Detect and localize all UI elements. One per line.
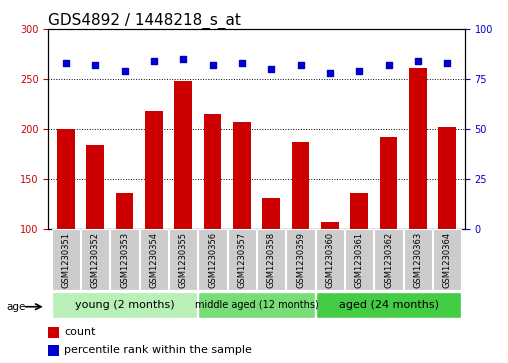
Bar [409, 68, 427, 329]
Bar [374, 229, 403, 290]
Bar [438, 127, 456, 329]
Bar [110, 229, 139, 290]
Bar [145, 111, 163, 329]
Text: percentile rank within the sample: percentile rank within the sample [64, 345, 252, 355]
Text: GSM1230361: GSM1230361 [355, 232, 364, 287]
Text: GSM1230358: GSM1230358 [267, 232, 276, 287]
Bar [228, 229, 256, 290]
Text: count: count [64, 327, 96, 337]
Bar [57, 129, 75, 329]
Bar [233, 122, 250, 329]
Text: GSM1230352: GSM1230352 [91, 232, 100, 287]
Point [297, 62, 305, 68]
Bar [81, 229, 109, 290]
Text: GSM1230353: GSM1230353 [120, 232, 129, 287]
Bar [316, 229, 344, 290]
Text: GDS4892 / 1448218_s_at: GDS4892 / 1448218_s_at [48, 13, 241, 29]
Text: GSM1230356: GSM1230356 [208, 232, 217, 287]
Bar [204, 114, 221, 329]
Bar [199, 229, 227, 290]
Bar [169, 229, 197, 290]
Bar [321, 222, 339, 329]
Bar [48, 327, 59, 338]
Bar [116, 193, 133, 329]
Text: middle aged (12 months): middle aged (12 months) [195, 300, 319, 310]
Bar [86, 145, 104, 329]
Bar [257, 229, 285, 290]
Bar [380, 137, 397, 329]
Text: GSM1230351: GSM1230351 [61, 232, 71, 287]
Point [238, 60, 246, 66]
Bar [287, 229, 314, 290]
Bar [199, 292, 314, 318]
Point [120, 68, 129, 74]
Point [355, 68, 363, 74]
Bar [52, 229, 80, 290]
Bar [48, 345, 59, 356]
Point [443, 60, 451, 66]
Bar [351, 193, 368, 329]
Point [326, 70, 334, 76]
Point [385, 62, 393, 68]
Bar [52, 292, 197, 318]
Bar [292, 142, 309, 329]
Point [62, 60, 70, 66]
Bar [263, 198, 280, 329]
Bar [174, 81, 192, 329]
Point [208, 62, 216, 68]
Point [91, 62, 99, 68]
Point [179, 56, 187, 62]
Text: GSM1230357: GSM1230357 [237, 232, 246, 287]
Point [414, 58, 422, 64]
Bar [316, 292, 461, 318]
Text: GSM1230363: GSM1230363 [414, 232, 422, 287]
Text: young (2 months): young (2 months) [75, 300, 174, 310]
Bar [345, 229, 373, 290]
Bar [404, 229, 432, 290]
Text: GSM1230360: GSM1230360 [326, 232, 334, 287]
Text: age: age [6, 302, 25, 312]
Bar [433, 229, 461, 290]
Text: GSM1230355: GSM1230355 [179, 232, 187, 287]
Text: GSM1230354: GSM1230354 [149, 232, 158, 287]
Text: GSM1230359: GSM1230359 [296, 232, 305, 287]
Text: GSM1230364: GSM1230364 [442, 232, 452, 287]
Bar [140, 229, 168, 290]
Text: GSM1230362: GSM1230362 [384, 232, 393, 287]
Text: aged (24 months): aged (24 months) [338, 300, 438, 310]
Point [150, 58, 158, 64]
Point [267, 66, 275, 72]
